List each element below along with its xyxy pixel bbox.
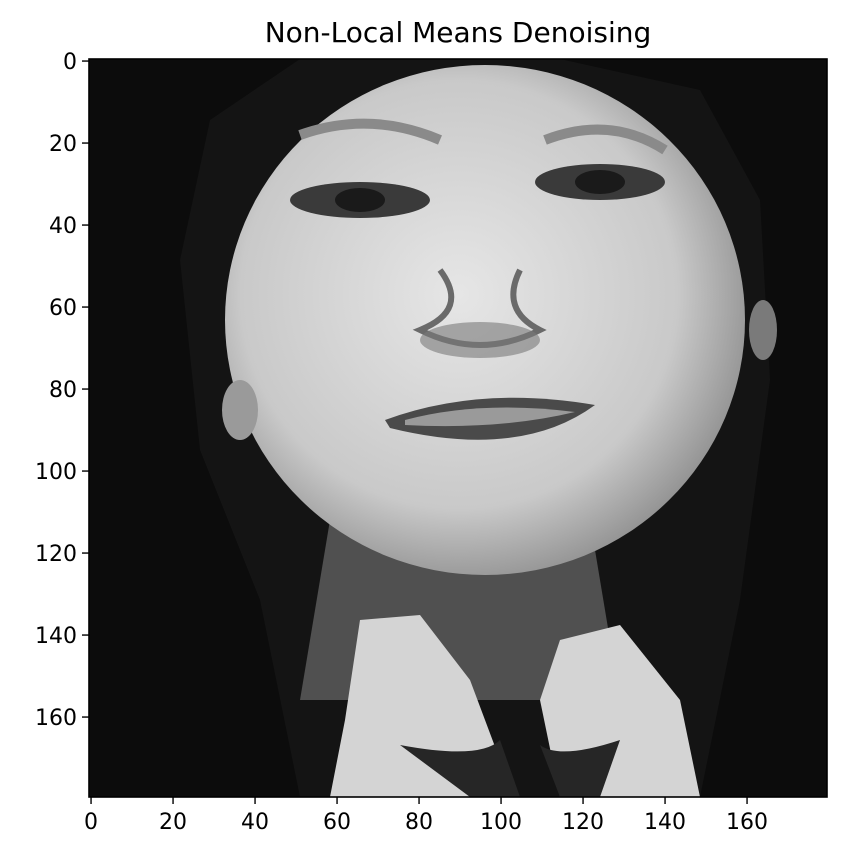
x-tick-label: 120 (562, 810, 604, 835)
y-tick-label: 140 (35, 624, 77, 649)
x-tick-label: 100 (480, 810, 522, 835)
x-tick-label: 20 (159, 810, 187, 835)
axes-frame (88, 58, 828, 798)
plot-title: Non-Local Means Denoising (265, 16, 652, 49)
x-tick-label: 160 (726, 810, 768, 835)
x-tick-label: 0 (84, 810, 98, 835)
denoised-image (89, 59, 827, 797)
y-tick-label: 0 (63, 50, 77, 75)
y-tick-label: 160 (35, 706, 77, 731)
y-tick-label: 40 (49, 214, 77, 239)
y-tick-label: 120 (35, 542, 77, 567)
x-tick-label: 60 (323, 810, 351, 835)
x-tick-label: 80 (405, 810, 433, 835)
y-tick-label: 60 (49, 296, 77, 321)
y-tick-label: 100 (35, 460, 77, 485)
x-axis: 0 20 40 60 80 100 120 140 160 (84, 797, 768, 835)
x-tick-label: 140 (644, 810, 686, 835)
y-axis: 0 20 40 60 80 100 120 140 160 (35, 50, 89, 731)
x-tick-label: 40 (241, 810, 269, 835)
y-tick-label: 20 (49, 132, 77, 157)
y-tick-label: 80 (49, 378, 77, 403)
